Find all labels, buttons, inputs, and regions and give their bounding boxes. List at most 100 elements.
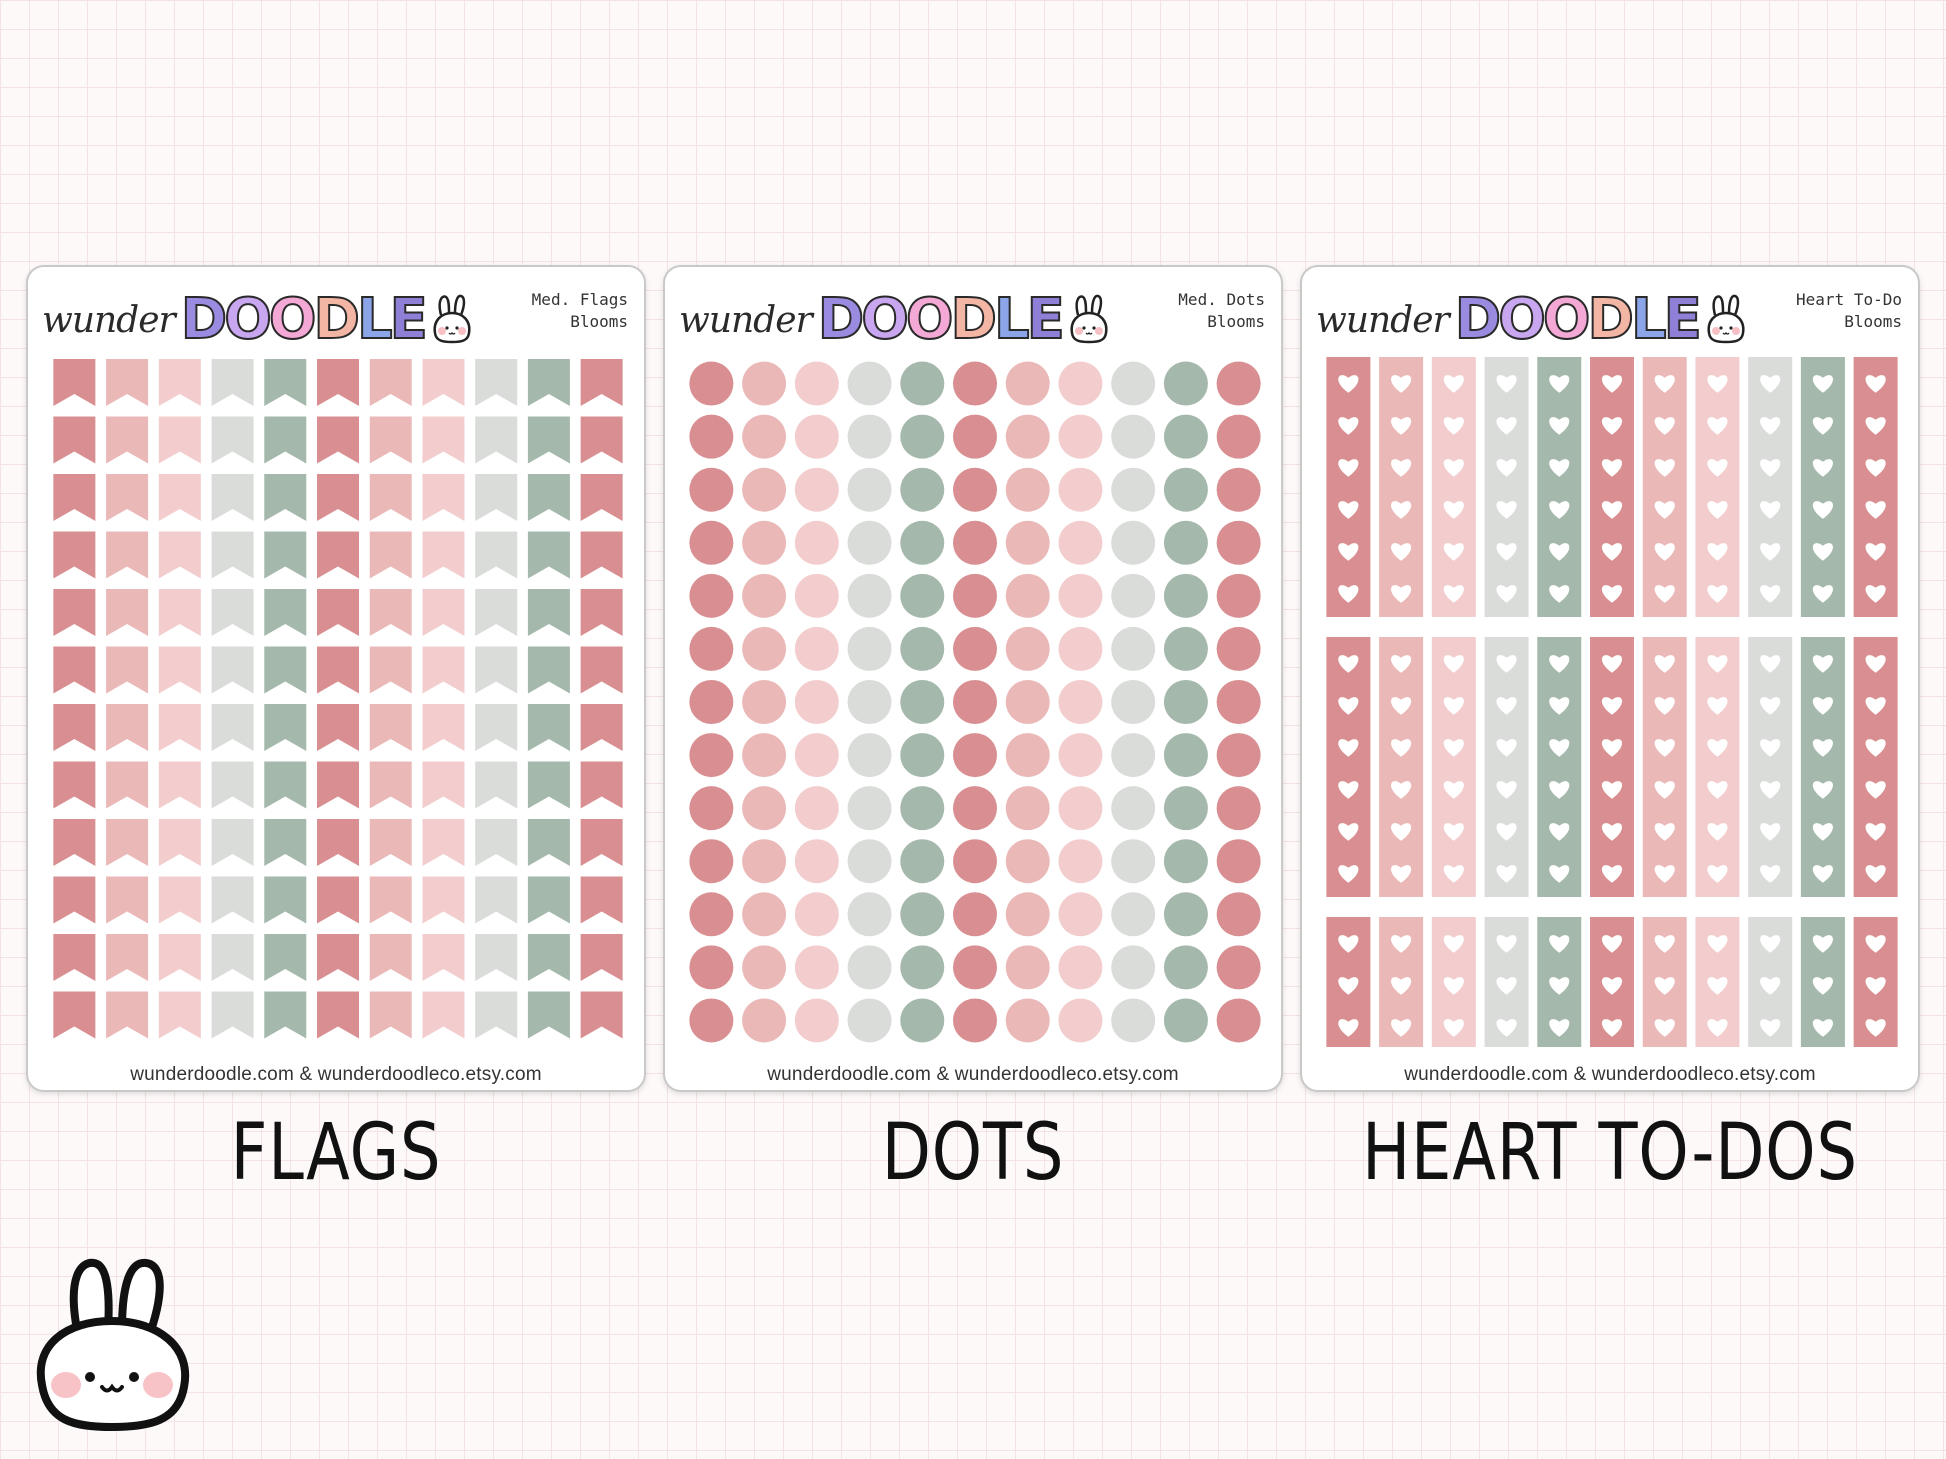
dot-sticker — [794, 892, 839, 937]
brand-logo: wunder DOODLE — [1316, 281, 1749, 352]
heart-icon — [1654, 935, 1675, 953]
dot-sticker — [847, 520, 892, 565]
heart-icon — [1496, 543, 1517, 561]
dot-sticker — [1111, 733, 1156, 778]
flag-sticker — [264, 761, 307, 809]
heart-icon — [1865, 865, 1886, 883]
dot-sticker — [1163, 414, 1208, 459]
dot-sticker — [1005, 680, 1050, 724]
todo-strip — [1484, 357, 1529, 617]
dot-sticker — [742, 945, 787, 990]
sheet-header: wunder DOODLE Heart To-Do Blooms — [1316, 275, 1902, 352]
heart-icon — [1707, 375, 1728, 393]
flag-sticker — [53, 819, 96, 866]
todo-strip — [1800, 357, 1845, 617]
dot-sticker — [1163, 573, 1208, 618]
flag-sticker — [158, 819, 201, 866]
dot-sticker — [847, 998, 892, 1043]
heart-icon — [1865, 655, 1886, 673]
heart-icon — [1812, 417, 1833, 435]
dot-sticker — [1216, 467, 1261, 512]
flag-sticker — [580, 704, 623, 751]
flag-sticker — [106, 876, 149, 924]
dot-sticker — [794, 786, 839, 831]
dot-sticker — [1163, 361, 1208, 406]
caption-heart-todos: HEART TO-DOS — [1362, 1108, 1858, 1198]
heart-icon — [1707, 739, 1728, 757]
heart-icon — [1338, 935, 1359, 953]
heart-icon — [1443, 655, 1464, 673]
flag-sticker — [422, 761, 465, 809]
dot-sticker — [900, 733, 945, 778]
flag-sticker — [53, 761, 96, 809]
flag-sticker — [527, 704, 570, 751]
flag-sticker — [211, 359, 254, 406]
heart-icon — [1812, 739, 1833, 757]
dot-sticker — [794, 945, 839, 990]
heart-icon — [1443, 823, 1464, 841]
heart-icon — [1865, 543, 1886, 561]
dot-sticker — [900, 786, 945, 831]
heart-icon — [1496, 977, 1517, 995]
dot-sticker — [689, 520, 734, 565]
flag-sticker — [211, 761, 254, 809]
sheet-title: Med. Dots Blooms — [1178, 290, 1265, 331]
flag-sticker — [422, 359, 465, 406]
dot-sticker — [847, 467, 892, 512]
heart-icon — [1812, 781, 1833, 799]
heart-icon — [1760, 823, 1781, 841]
heart-icon — [1443, 865, 1464, 883]
heart-icon — [1338, 543, 1359, 561]
heart-icon — [1865, 823, 1886, 841]
dot-sticker — [953, 733, 997, 778]
dot-sticker — [1005, 520, 1050, 565]
bunny-logo-icon — [1070, 294, 1108, 344]
heart-icon — [1760, 501, 1781, 519]
flag-sticker — [369, 646, 412, 694]
heart-icon — [1549, 417, 1570, 435]
flag-sticker — [53, 704, 96, 751]
dot-sticker — [900, 892, 945, 937]
dot-sticker — [1163, 467, 1208, 512]
dot-sticker — [1163, 839, 1208, 884]
heart-icon — [1601, 585, 1623, 603]
heart-icon — [1654, 543, 1675, 561]
flag-sticker — [211, 474, 254, 521]
heart-icon — [1391, 1019, 1412, 1037]
flag-sticker — [527, 531, 570, 579]
dot-sticker — [1163, 786, 1208, 831]
heart-icon — [1443, 585, 1464, 603]
heart-icon — [1865, 739, 1886, 757]
heart-icon — [1865, 977, 1886, 995]
todo-strip — [1379, 357, 1424, 617]
flag-sticker — [211, 646, 254, 694]
heart-icon — [1812, 865, 1833, 883]
dot-sticker — [1111, 414, 1156, 459]
todo-strip — [1853, 357, 1898, 617]
dot-sticker — [1111, 945, 1156, 990]
dot-sticker — [689, 361, 734, 406]
dot-sticker — [1058, 892, 1103, 937]
flag-sticker — [106, 991, 149, 1039]
flag-sticker — [580, 474, 623, 521]
heart-icon — [1338, 781, 1359, 799]
dot-sticker — [1111, 467, 1156, 512]
dot-sticker — [794, 414, 839, 459]
dot-sticker — [847, 733, 892, 778]
flag-sticker — [580, 819, 623, 866]
dot-sticker — [794, 680, 839, 724]
dot-sticker — [900, 839, 945, 884]
heart-icon — [1601, 1019, 1623, 1037]
heart-icon — [1654, 417, 1675, 435]
dot-sticker — [794, 573, 839, 618]
flag-sticker — [475, 359, 518, 406]
flag-sticker — [106, 416, 149, 464]
flag-sticker — [158, 646, 201, 694]
flag-sticker — [422, 589, 465, 636]
heart-icon — [1549, 739, 1570, 757]
heart-icon — [1760, 739, 1781, 757]
dot-sticker — [953, 998, 997, 1043]
caption-flags: FLAGS — [230, 1108, 442, 1198]
flag-sticker — [317, 416, 359, 464]
flag-sticker — [317, 359, 359, 406]
